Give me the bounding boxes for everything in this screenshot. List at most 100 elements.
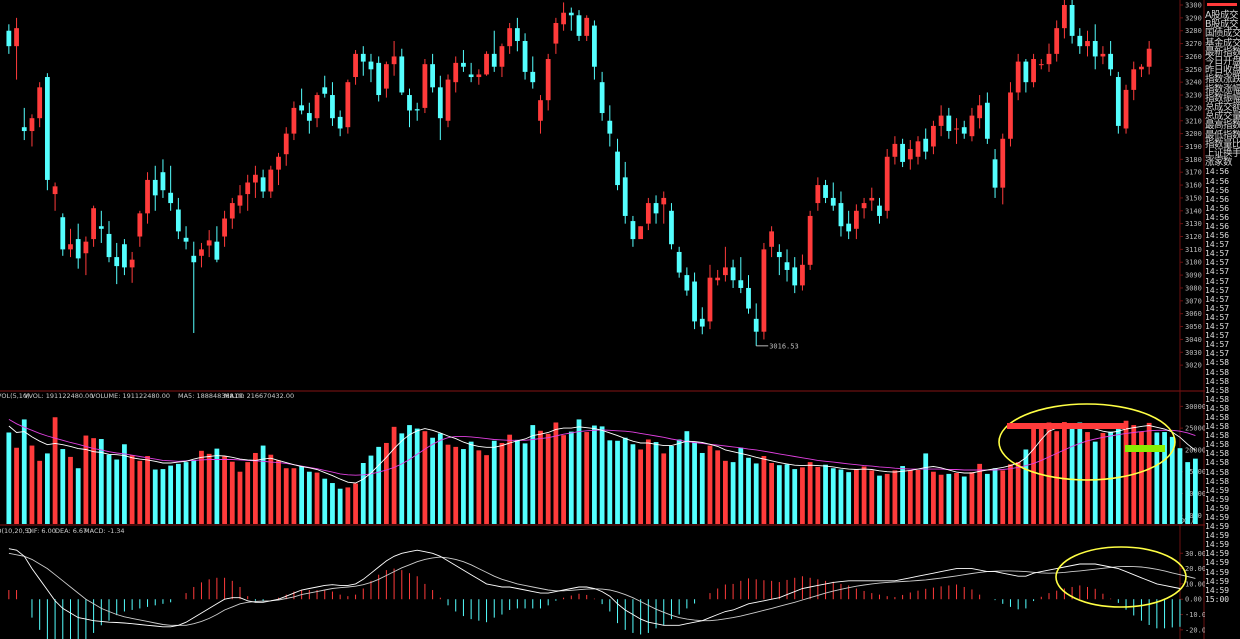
volume-bar	[961, 476, 967, 524]
volume-bar	[368, 455, 374, 524]
price-tick-label: 3030	[1185, 349, 1202, 357]
candle	[877, 205, 882, 216]
volume-bar	[553, 422, 559, 524]
candle	[638, 226, 644, 240]
candle	[977, 105, 983, 119]
volume-bar	[191, 459, 197, 524]
candle	[622, 177, 628, 216]
candle	[145, 179, 150, 214]
volume-bar	[607, 440, 613, 524]
quote-sidebar: A股成交 B股成交 国债成交 基金成交 最新指数 今日开盘 昨日收盘 指数涨跌 指数涨幅 指数振幅…	[1205, 0, 1240, 639]
candle	[260, 177, 266, 192]
candle	[1054, 28, 1060, 54]
candle	[545, 59, 551, 101]
volume-bar	[491, 440, 497, 524]
price-tick-label: 3110	[1185, 246, 1202, 254]
candle	[568, 12, 574, 16]
sidebar-label: 基金成交	[1205, 37, 1240, 49]
sidebar-time: 14:58	[1205, 467, 1230, 477]
volume-bar	[21, 419, 27, 524]
sidebar-time: 14:57	[1205, 285, 1230, 295]
candle	[830, 197, 836, 206]
volume-bar	[1169, 436, 1175, 524]
volume-bar	[306, 471, 312, 524]
sidebar-label: 最新指数	[1205, 46, 1240, 58]
volume-bar	[738, 447, 744, 524]
sidebar-time: 14:57	[1205, 258, 1230, 268]
candle	[599, 82, 605, 114]
volume-bar	[283, 468, 289, 524]
volume-bar	[630, 444, 636, 524]
candle	[44, 77, 50, 180]
volume-bar	[83, 435, 89, 524]
candle	[900, 143, 905, 162]
volume-bar	[915, 469, 921, 524]
volume-bar	[746, 457, 751, 524]
price-tick-label: 3200	[1185, 130, 1202, 138]
candle	[353, 53, 358, 78]
volume-bar	[399, 433, 405, 524]
candle	[692, 281, 697, 322]
candle	[168, 192, 174, 204]
sidebar-time: 14:58	[1205, 458, 1230, 468]
volume-bar	[314, 472, 320, 524]
stock-chart[interactable]: 3020 3030 3040 3050 3060 3070 3080 3090 3100 3110…	[0, 0, 1205, 639]
volume-bar	[6, 432, 12, 524]
candle	[468, 74, 474, 78]
volume-bar	[1077, 422, 1083, 524]
candle	[522, 41, 528, 72]
candle	[615, 151, 620, 186]
candle	[160, 172, 166, 191]
candle	[992, 159, 998, 188]
candle	[29, 118, 35, 132]
sidebar-time: 14:57	[1205, 331, 1230, 341]
candle	[1038, 64, 1044, 66]
volume-bar	[229, 461, 235, 524]
price-tick-label: 3190	[1185, 143, 1202, 151]
volume-bar	[499, 442, 505, 524]
volume-bar	[1000, 470, 1006, 524]
sidebar-time: 14:59	[1205, 549, 1230, 559]
sidebar-time: 14:59	[1205, 522, 1230, 532]
price-tick-label: 3250	[1185, 66, 1202, 74]
sidebar-time: 14:57	[1205, 240, 1230, 250]
volume-bar	[884, 473, 890, 524]
volume-bar	[383, 442, 389, 524]
candle	[576, 15, 582, 36]
candle	[630, 221, 636, 240]
volume-bar	[946, 473, 952, 524]
sidebar-time: 14:59	[1205, 494, 1230, 504]
candle	[1062, 5, 1067, 29]
volume-bar	[1185, 462, 1191, 524]
candle	[676, 251, 682, 273]
price-tick-label: 3050	[1185, 323, 1202, 331]
candle	[37, 87, 43, 119]
candle	[422, 64, 428, 108]
candle	[21, 127, 27, 132]
volume-bar	[931, 471, 936, 524]
macd-tick-label: 10.00	[1185, 580, 1205, 588]
macd-tick-label: 30.00	[1185, 550, 1205, 558]
sidebar-label: 涨家数	[1205, 157, 1233, 169]
sidebar-time: 14:59	[1205, 585, 1230, 595]
highlight-ellipse-macd	[1055, 546, 1187, 608]
sidebar-time: 14:58	[1205, 376, 1230, 386]
annotation-red-bar	[1007, 423, 1126, 429]
volume-bar	[599, 426, 605, 524]
volume-legend-item: VOL(5,10)	[0, 392, 30, 400]
candle	[661, 197, 667, 205]
candle	[561, 12, 566, 25]
sidebar-label: 总成交额	[1205, 102, 1240, 114]
candle	[137, 213, 143, 237]
candle	[815, 185, 821, 204]
price-tick-label: 3220	[1185, 104, 1202, 112]
volume-bar	[977, 463, 983, 524]
sidebar-time: 14:58	[1205, 367, 1230, 377]
sidebar-time: 14:57	[1205, 349, 1230, 359]
candle	[445, 79, 451, 121]
candle	[1031, 59, 1036, 83]
candle	[1000, 138, 1006, 188]
sidebar-label: 指数振幅	[1205, 92, 1240, 104]
price-tick-label: 3080	[1185, 284, 1202, 292]
sidebar-time: 14:56	[1205, 185, 1230, 195]
